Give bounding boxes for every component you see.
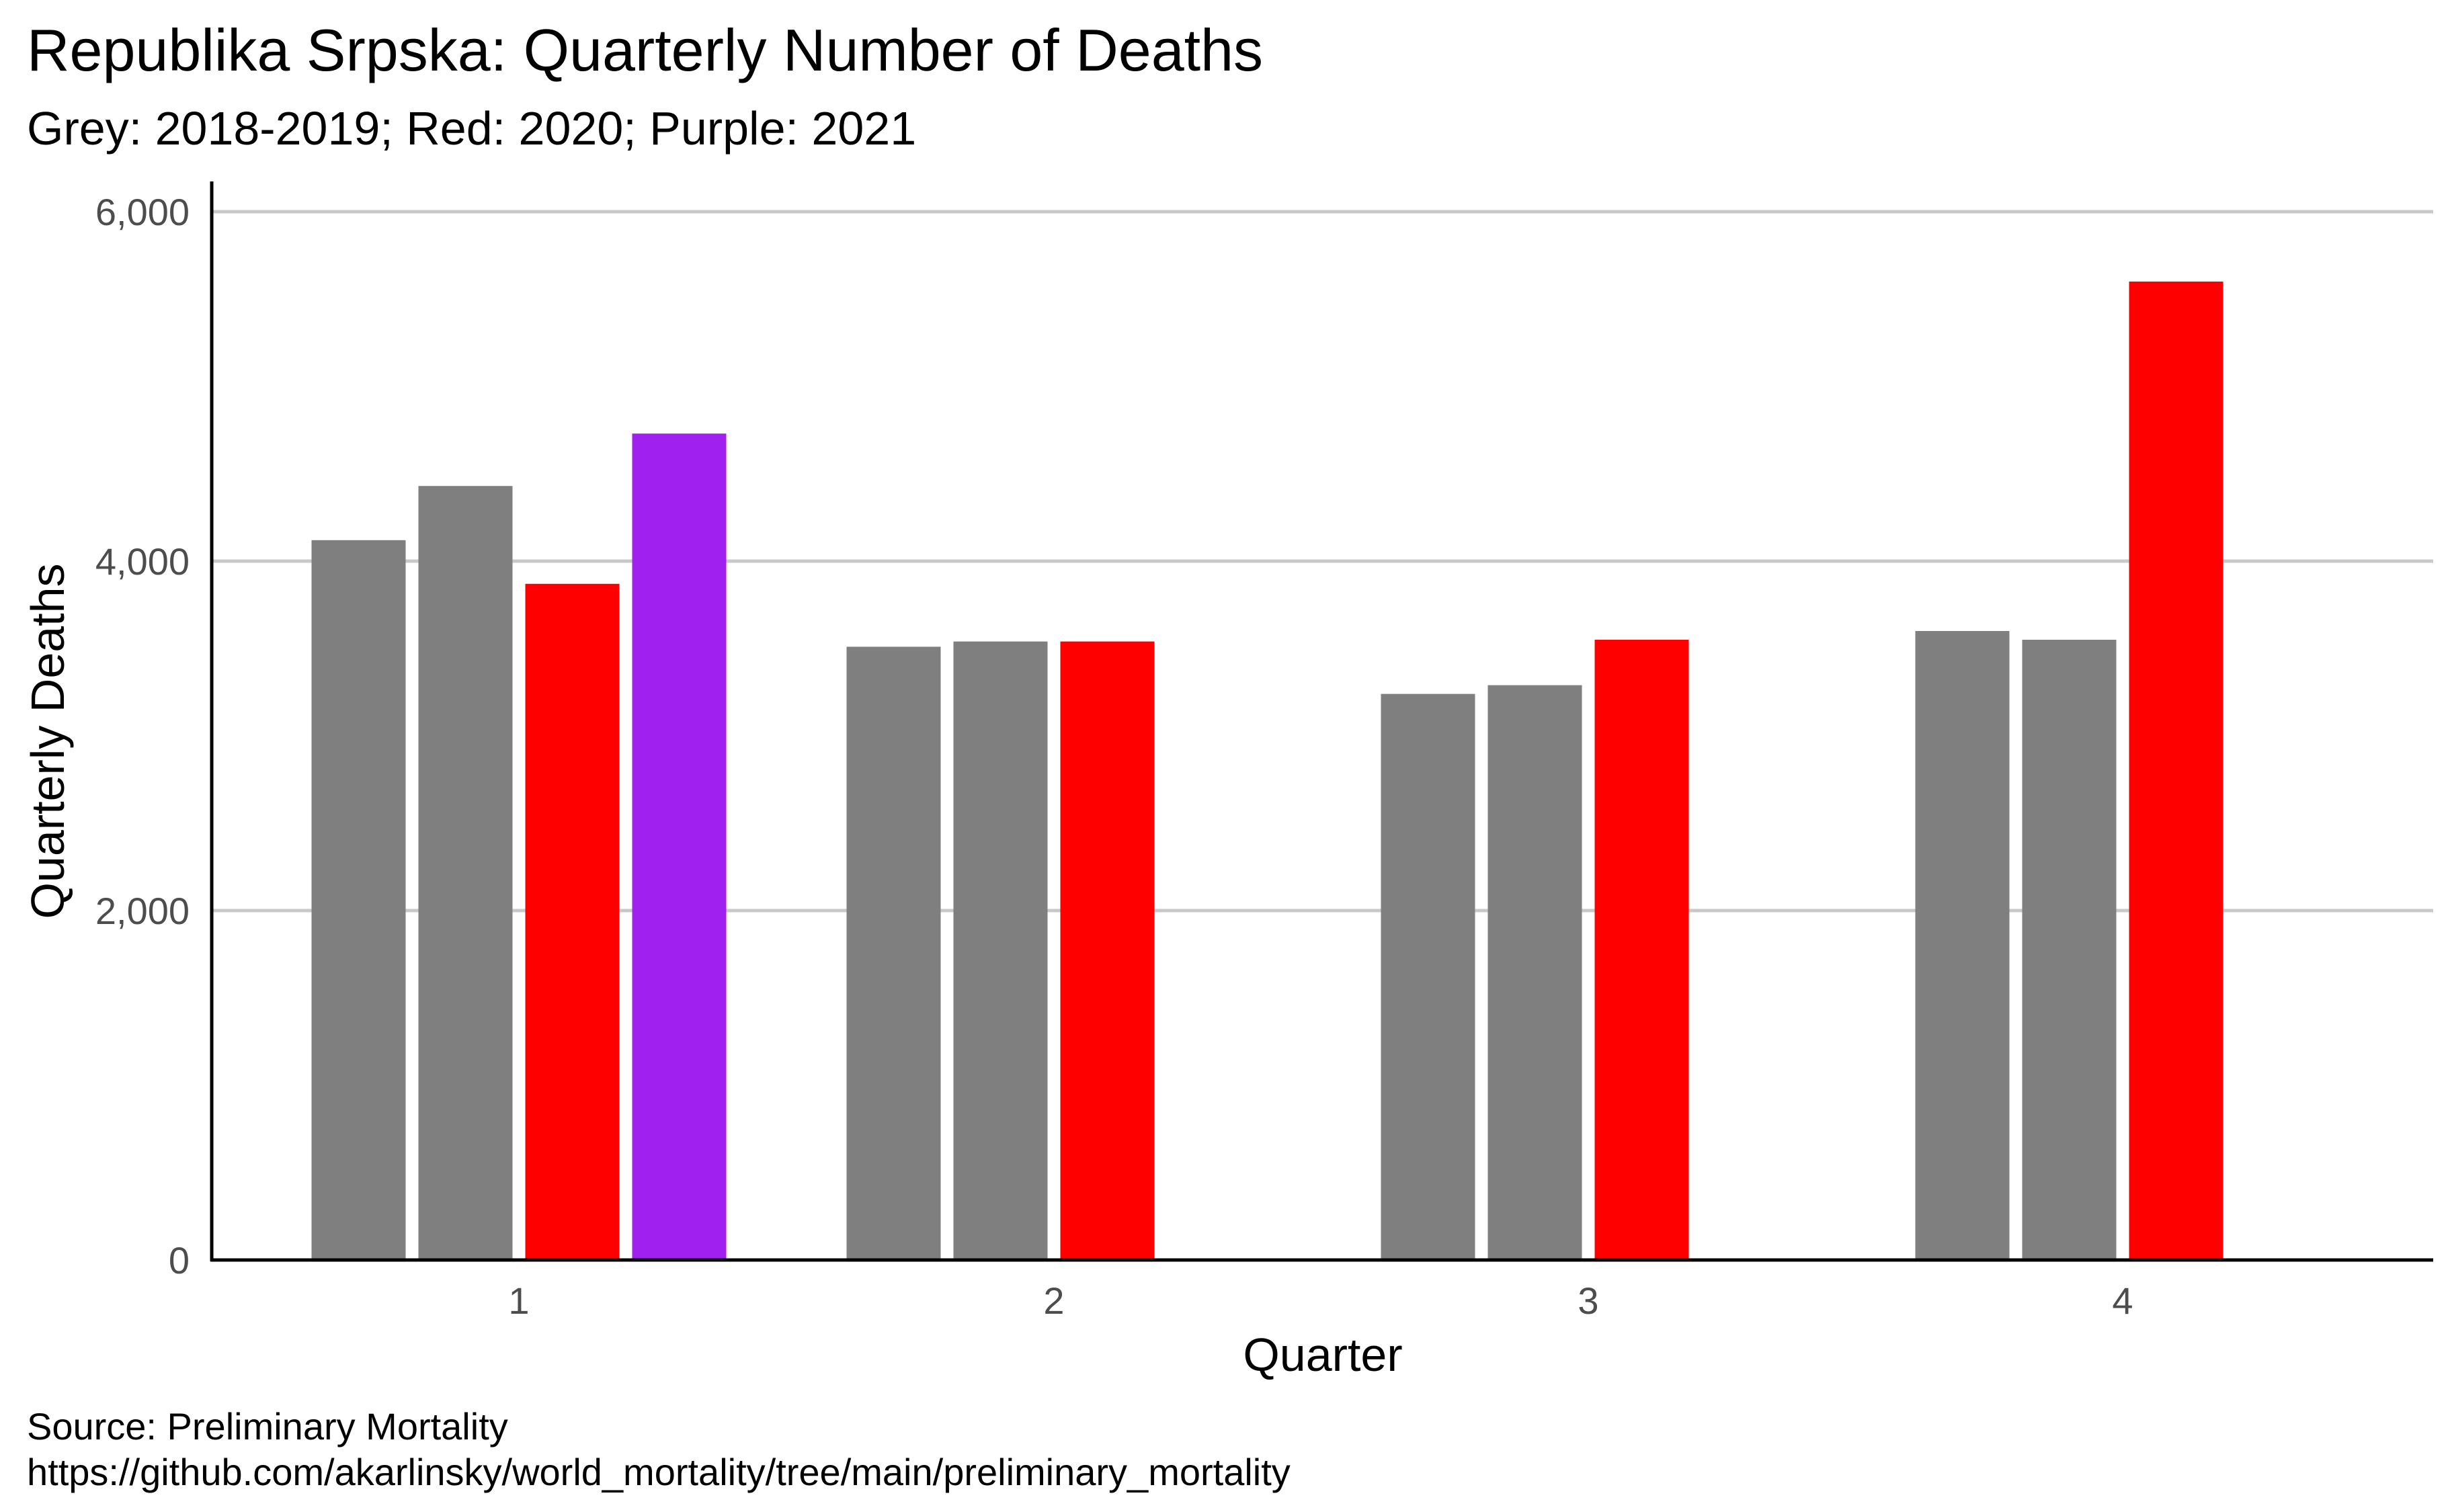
chart-subtitle: Grey: 2018-2019; Red: 2020; Purple: 2021 [27, 102, 916, 155]
y-tick-label: 2,000 [95, 890, 190, 932]
bar-q2-2018 [846, 646, 941, 1260]
bar-q4-2020 [2129, 282, 2223, 1260]
y-tick-label: 4,000 [95, 540, 190, 583]
y-tick-label: 6,000 [95, 191, 190, 233]
bar-q2-2019 [953, 641, 1048, 1260]
bar-q3-2018 [1381, 694, 1475, 1260]
bar-q3-2020 [1594, 640, 1689, 1260]
x-tick-label: 2 [1043, 1279, 1064, 1322]
source-caption: Source: Preliminary Mortality [27, 1405, 508, 1447]
axes [210, 181, 2433, 1262]
x-tick-label: 4 [2112, 1279, 2133, 1322]
bar-q1-2018 [311, 540, 406, 1260]
x-tick-label: 1 [508, 1279, 529, 1322]
y-axis-title: Quarterly Deaths [22, 563, 74, 919]
y-tick-label: 0 [169, 1239, 190, 1282]
source-url: https://github.com/akarlinsky/world_mort… [27, 1451, 1291, 1493]
bar-q1-2019 [418, 486, 513, 1261]
bar-q4-2019 [2022, 640, 2117, 1260]
chart-title: Republika Srpska: Quarterly Number of De… [27, 17, 1263, 83]
y-tick-labels: 0 2,000 4,000 6,000 [95, 191, 190, 1282]
bar-q3-2019 [1487, 685, 1582, 1260]
bar-q1-2020 [525, 583, 620, 1260]
bars [311, 282, 2223, 1261]
bar-q2-2020 [1060, 641, 1155, 1260]
x-tick-label: 3 [1578, 1279, 1598, 1322]
x-axis-title: Quarter [1243, 1329, 1402, 1381]
bar-q4-2018 [1915, 631, 2010, 1260]
bar-q1-2021 [632, 433, 727, 1261]
x-tick-labels: 1 2 3 4 [508, 1279, 2133, 1322]
